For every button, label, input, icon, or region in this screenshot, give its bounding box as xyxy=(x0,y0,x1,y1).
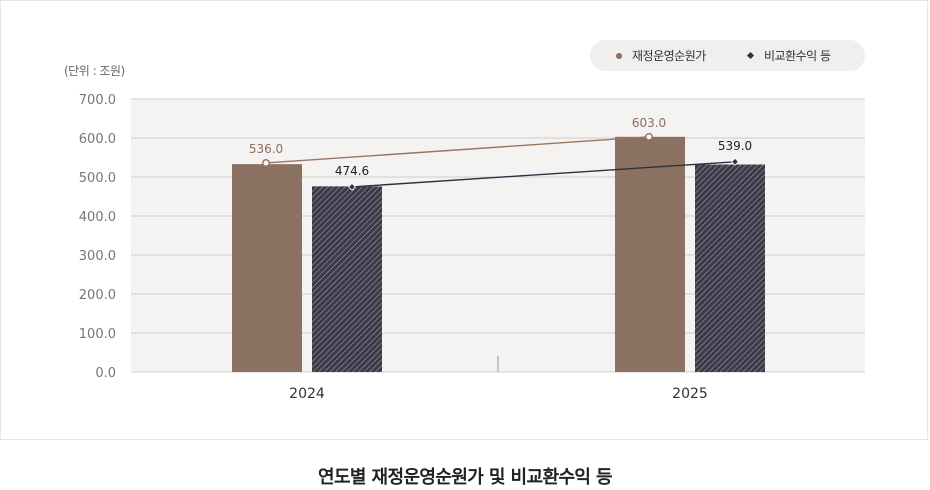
data-label-net-cost: 536.0 xyxy=(249,142,283,156)
y-tick-label: 0.0 xyxy=(95,366,116,381)
y-tick-label: 200.0 xyxy=(79,288,116,303)
data-label-revenue: 474.6 xyxy=(335,164,369,178)
legend-label-revenue: 비교환수익 등 xyxy=(764,49,831,63)
legend-item-net-cost: 재정운영순원가 xyxy=(616,47,706,64)
point-net-cost xyxy=(262,159,270,167)
legend-label-net-cost: 재정운영순원가 xyxy=(632,49,706,63)
point-revenue xyxy=(731,157,739,166)
y-tick-label: 700.0 xyxy=(79,93,116,108)
point-revenue xyxy=(348,182,356,191)
y-tick-label: 100.0 xyxy=(79,327,116,342)
bar-revenue xyxy=(695,164,765,372)
x-tick-label: 2024 xyxy=(289,386,325,402)
circle-marker-icon xyxy=(616,52,622,59)
chart-caption: 연도별 재정운영순원가 및 비교환수익 등 xyxy=(318,467,613,488)
bar-line-chart: 0.0 100.0 200.0 300.0 400.0 500.0 600.0 700.0 20… xyxy=(79,93,865,402)
bar-net-cost xyxy=(232,164,302,372)
line-net-cost xyxy=(265,136,650,164)
data-label-net-cost: 603.0 xyxy=(632,116,666,130)
legend: 재정운영순원가 비교환수익 등 xyxy=(590,40,865,71)
x-tick-label: 2025 xyxy=(672,386,708,402)
y-tick-label: 400.0 xyxy=(79,210,116,225)
line-revenue xyxy=(351,161,736,188)
y-tick-label: 300.0 xyxy=(79,249,116,264)
y-tick-label: 500.0 xyxy=(79,171,116,186)
point-net-cost xyxy=(645,132,653,141)
unit-label: (단위 : 조원) xyxy=(64,64,125,78)
data-label-revenue: 539.0 xyxy=(718,139,752,153)
bar-net-cost xyxy=(615,136,685,372)
legend-item-revenue: 비교환수익 등 xyxy=(746,47,831,64)
y-tick-label: 600.0 xyxy=(79,132,116,147)
bar-revenue xyxy=(312,186,382,372)
